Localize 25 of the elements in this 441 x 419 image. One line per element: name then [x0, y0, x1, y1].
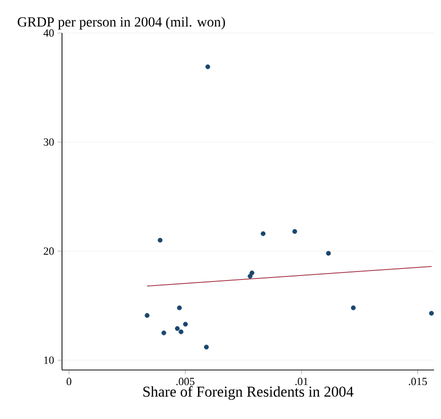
x-tick-label: .015 [408, 378, 427, 386]
y-tick-label: 30 [44, 138, 54, 146]
point [350, 305, 356, 310]
y-tick-label: 10 [44, 356, 54, 364]
y-axis-title: GRDP per person in 2004 (mil. won) [18, 16, 225, 30]
point [204, 344, 209, 350]
point [161, 330, 166, 336]
x-tick-label: .01 [295, 378, 308, 386]
y-tick-label: 40 [43, 29, 54, 37]
point [183, 322, 188, 327]
point [144, 313, 150, 318]
point [177, 305, 182, 310]
x-tick-label: .005 [176, 378, 194, 386]
point [178, 329, 184, 334]
point [174, 326, 180, 331]
point [158, 238, 163, 243]
y-tick-label: 20 [44, 247, 54, 255]
point [429, 310, 434, 316]
point [250, 270, 254, 276]
x-axis-title: Share of Foreign Residents in 2004 [143, 386, 354, 400]
x-tick-label: 0 [66, 378, 72, 386]
point [205, 64, 210, 70]
point [260, 231, 266, 236]
point [326, 250, 331, 256]
point [292, 229, 298, 234]
